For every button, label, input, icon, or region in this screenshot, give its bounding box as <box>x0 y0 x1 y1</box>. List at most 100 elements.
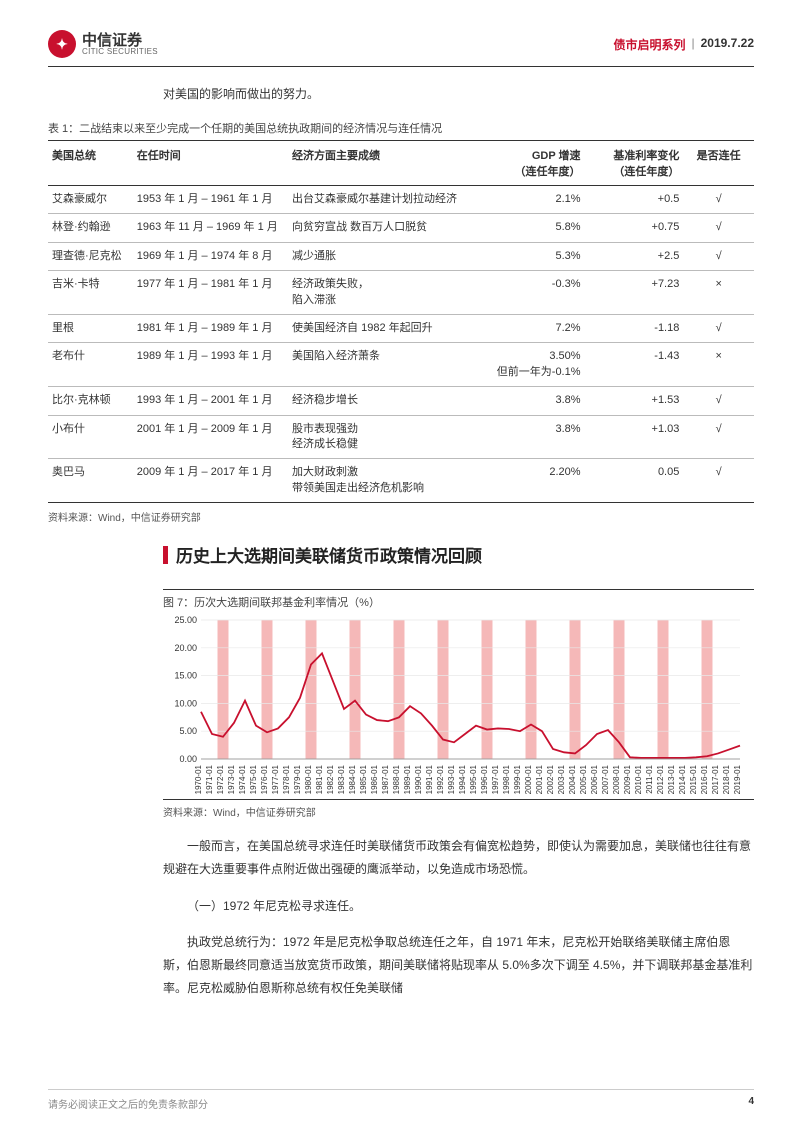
table-cell: × <box>683 343 754 387</box>
table-cell: √ <box>683 314 754 342</box>
page-number: 4 <box>748 1096 754 1111</box>
table-cell: 吉米·卡特 <box>48 271 133 315</box>
svg-text:2007-01: 2007-01 <box>601 765 610 795</box>
table-cell: 出台艾森豪威尔基建计划拉动经济 <box>288 186 486 214</box>
table-source: 资料来源：Wind，中信证券研究部 <box>48 509 754 524</box>
svg-text:1980-01: 1980-01 <box>304 765 313 795</box>
logo-text-cn: 中信证券 <box>82 33 158 48</box>
table-cell: +2.5 <box>585 242 684 270</box>
table-cell: +7.23 <box>585 271 684 315</box>
svg-text:2019-01: 2019-01 <box>733 765 742 795</box>
table-row: 艾森豪威尔1953 年 1 月 – 1961 年 1 月出台艾森豪威尔基建计划拉… <box>48 186 754 214</box>
table-row: 奥巴马2009 年 1 月 – 2017 年 1 月加大财政刺激带领美国走出经济… <box>48 459 754 503</box>
table-cell: +0.5 <box>585 186 684 214</box>
table-cell: 1963 年 11 月 – 1969 年 1 月 <box>133 214 288 242</box>
table-cell: 5.3% <box>486 242 585 270</box>
svg-text:2003-01: 2003-01 <box>557 765 566 795</box>
table-cell: 1981 年 1 月 – 1989 年 1 月 <box>133 314 288 342</box>
svg-text:1986-01: 1986-01 <box>370 765 379 795</box>
table-header: 美国总统 <box>48 141 133 186</box>
table-cell: 经济稳步增长 <box>288 387 486 415</box>
svg-text:1976-01: 1976-01 <box>260 765 269 795</box>
svg-text:1972-01: 1972-01 <box>216 765 225 795</box>
svg-text:1995-01: 1995-01 <box>469 765 478 795</box>
table-cell: 奥巴马 <box>48 459 133 503</box>
table-cell: 使美国经济自 1982 年起回升 <box>288 314 486 342</box>
svg-text:2005-01: 2005-01 <box>579 765 588 795</box>
paragraph-2: 执政党总统行为：1972 年是尼克松争取总统连任之年，自 1971 年末，尼克松… <box>163 931 754 999</box>
svg-text:1996-01: 1996-01 <box>480 765 489 795</box>
section-bar-icon <box>163 546 168 564</box>
presidents-table: 美国总统在任时间经济方面主要成绩GDP 增速（连任年度）基准利率变化（连任年度）… <box>48 140 754 503</box>
svg-text:1975-01: 1975-01 <box>249 765 258 795</box>
table-cell: 经济政策失败，陷入滞涨 <box>288 271 486 315</box>
table-cell: -1.18 <box>585 314 684 342</box>
footer-disclaimer: 请务必阅读正文之后的免责条款部分 <box>48 1096 208 1111</box>
table-cell: 减少通胀 <box>288 242 486 270</box>
intro-text: 对美国的影响而做出的努力。 <box>163 85 754 102</box>
chart-caption: 图 7：历次大选期间联邦基金利率情况（%） <box>163 589 754 610</box>
logo-text-en: CITIC SECURITIES <box>82 48 158 56</box>
svg-text:1982-01: 1982-01 <box>326 765 335 795</box>
table-cell: +0.75 <box>585 214 684 242</box>
svg-text:1992-01: 1992-01 <box>436 765 445 795</box>
separator: | <box>691 36 694 53</box>
svg-text:20.00: 20.00 <box>174 643 197 653</box>
table-row: 林登·约翰逊1963 年 11 月 – 1969 年 1 月向贫穷宣战 数百万人… <box>48 214 754 242</box>
table-cell: √ <box>683 186 754 214</box>
chart-source: 资料来源：Wind，中信证券研究部 <box>163 799 754 819</box>
svg-text:2014-01: 2014-01 <box>678 765 687 795</box>
table-cell: +1.03 <box>585 415 684 459</box>
svg-text:2002-01: 2002-01 <box>546 765 555 795</box>
table-cell: 1993 年 1 月 – 2001 年 1 月 <box>133 387 288 415</box>
table-cell: 里根 <box>48 314 133 342</box>
svg-text:15.00: 15.00 <box>174 671 197 681</box>
svg-text:1984-01: 1984-01 <box>348 765 357 795</box>
svg-text:2001-01: 2001-01 <box>535 765 544 795</box>
svg-text:2000-01: 2000-01 <box>524 765 533 795</box>
svg-text:2008-01: 2008-01 <box>612 765 621 795</box>
table-cell: 3.8% <box>486 387 585 415</box>
table-cell: 比尔·克林顿 <box>48 387 133 415</box>
table-cell: √ <box>683 415 754 459</box>
svg-text:2013-01: 2013-01 <box>667 765 676 795</box>
svg-text:1981-01: 1981-01 <box>315 765 324 795</box>
table-cell: 5.8% <box>486 214 585 242</box>
svg-text:1988-01: 1988-01 <box>392 765 401 795</box>
table-cell: 理查德·尼克松 <box>48 242 133 270</box>
svg-text:2004-01: 2004-01 <box>568 765 577 795</box>
table-cell: 0.05 <box>585 459 684 503</box>
table-header: 在任时间 <box>133 141 288 186</box>
table-row: 里根1981 年 1 月 – 1989 年 1 月使美国经济自 1982 年起回… <box>48 314 754 342</box>
table-header: 是否连任 <box>683 141 754 186</box>
header-meta: 债市启明系列 | 2019.7.22 <box>613 36 754 53</box>
logo: ✦ 中信证券 CITIC SECURITIES <box>48 30 158 58</box>
svg-text:1973-01: 1973-01 <box>227 765 236 795</box>
table-header: 基准利率变化（连任年度） <box>585 141 684 186</box>
table-row: 吉米·卡特1977 年 1 月 – 1981 年 1 月经济政策失败，陷入滞涨-… <box>48 271 754 315</box>
svg-text:0.00: 0.00 <box>179 754 197 764</box>
svg-text:5.00: 5.00 <box>179 726 197 736</box>
svg-text:1989-01: 1989-01 <box>403 765 412 795</box>
svg-text:10.00: 10.00 <box>174 698 197 708</box>
paragraph-1: 一般而言，在美国总统寻求连任时美联储货币政策会有偏宽松趋势，即使认为需要加息，美… <box>163 835 754 881</box>
svg-text:1985-01: 1985-01 <box>359 765 368 795</box>
svg-text:2018-01: 2018-01 <box>722 765 731 795</box>
table-cell: × <box>683 271 754 315</box>
table-cell: √ <box>683 214 754 242</box>
svg-text:2006-01: 2006-01 <box>590 765 599 795</box>
svg-text:1997-01: 1997-01 <box>491 765 500 795</box>
svg-text:1971-01: 1971-01 <box>205 765 214 795</box>
svg-text:1993-01: 1993-01 <box>447 765 456 795</box>
table-cell: 加大财政刺激带领美国走出经济危机影响 <box>288 459 486 503</box>
table-cell: √ <box>683 242 754 270</box>
subheading-1: （一）1972 年尼克松寻求连任。 <box>163 895 754 918</box>
table-cell: √ <box>683 387 754 415</box>
table-cell: 美国陷入经济萧条 <box>288 343 486 387</box>
table-cell: +1.53 <box>585 387 684 415</box>
fed-rate-chart: 0.005.0010.0015.0020.0025.001970-011971-… <box>163 614 748 799</box>
table-row: 老布什1989 年 1 月 – 1993 年 1 月美国陷入经济萧条3.50%但… <box>48 343 754 387</box>
table-cell: 艾森豪威尔 <box>48 186 133 214</box>
svg-text:1998-01: 1998-01 <box>502 765 511 795</box>
logo-icon: ✦ <box>48 30 76 58</box>
